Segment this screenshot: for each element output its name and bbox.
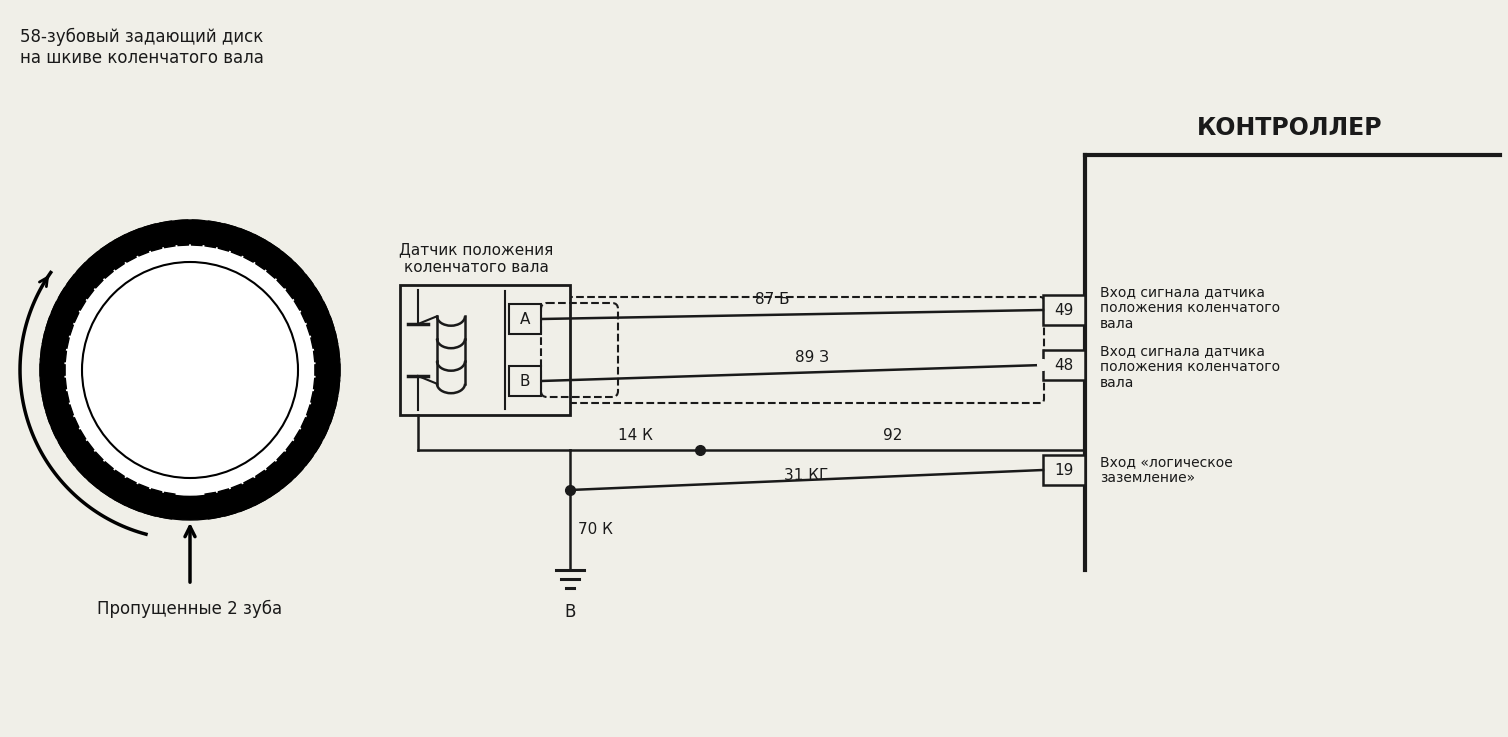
- Polygon shape: [315, 364, 339, 376]
- Polygon shape: [231, 484, 252, 511]
- Polygon shape: [160, 221, 175, 248]
- Circle shape: [41, 220, 339, 520]
- Text: 92: 92: [882, 428, 902, 443]
- Text: А: А: [520, 312, 531, 326]
- Bar: [510, 366, 541, 396]
- Bar: [510, 304, 541, 334]
- Text: 49: 49: [1054, 302, 1074, 318]
- Polygon shape: [205, 221, 220, 248]
- Bar: [400, 285, 570, 415]
- Text: Вход сигнала датчика
положения коленчатого
вала: Вход сигнала датчика положения коленчато…: [1099, 284, 1280, 331]
- Polygon shape: [160, 492, 175, 519]
- Polygon shape: [192, 220, 204, 245]
- Polygon shape: [314, 348, 339, 362]
- Polygon shape: [302, 301, 329, 322]
- Polygon shape: [294, 430, 321, 453]
- Text: 48: 48: [1054, 357, 1074, 372]
- Polygon shape: [294, 287, 321, 310]
- Polygon shape: [306, 316, 333, 335]
- Polygon shape: [47, 316, 74, 335]
- Text: 19: 19: [1054, 463, 1074, 478]
- Polygon shape: [143, 224, 161, 251]
- Polygon shape: [59, 430, 86, 453]
- Polygon shape: [277, 453, 303, 478]
- Polygon shape: [115, 478, 136, 506]
- Polygon shape: [41, 348, 66, 362]
- Polygon shape: [287, 441, 314, 466]
- Bar: [1044, 455, 1084, 485]
- Polygon shape: [66, 274, 93, 298]
- Polygon shape: [143, 489, 161, 516]
- Polygon shape: [101, 470, 124, 497]
- Polygon shape: [51, 418, 78, 439]
- Polygon shape: [41, 378, 66, 392]
- Polygon shape: [205, 492, 220, 519]
- Text: 89 З: 89 З: [795, 350, 829, 365]
- Circle shape: [81, 262, 299, 478]
- Polygon shape: [47, 405, 74, 424]
- Polygon shape: [176, 220, 188, 245]
- Text: КОНТРОЛЛЕР: КОНТРОЛЛЕР: [1197, 116, 1383, 140]
- Polygon shape: [244, 478, 265, 506]
- Bar: [1044, 350, 1084, 380]
- Polygon shape: [115, 234, 136, 262]
- Polygon shape: [101, 242, 124, 270]
- Polygon shape: [42, 332, 69, 348]
- Circle shape: [553, 595, 587, 629]
- Text: Вход сигнала датчика
положения коленчатого
вала: Вход сигнала датчика положения коленчато…: [1099, 343, 1280, 390]
- Polygon shape: [287, 274, 314, 298]
- Circle shape: [1038, 360, 1048, 370]
- Text: 87 Б: 87 Б: [754, 292, 789, 307]
- Polygon shape: [66, 441, 93, 466]
- Polygon shape: [77, 262, 103, 288]
- Polygon shape: [256, 242, 279, 270]
- Polygon shape: [219, 224, 237, 251]
- Polygon shape: [314, 378, 339, 392]
- Text: В: В: [564, 603, 576, 621]
- Polygon shape: [267, 252, 291, 278]
- Text: Пропущенные 2 зуба: Пропущенные 2 зуба: [98, 600, 282, 618]
- Text: В: В: [520, 374, 531, 388]
- Text: 58-зубовый задающий диск
на шкиве коленчатого вала: 58-зубовый задающий диск на шкиве коленч…: [20, 28, 264, 67]
- Text: Датчик положения
коленчатого вала: Датчик положения коленчатого вала: [400, 242, 553, 275]
- Polygon shape: [89, 462, 113, 488]
- Text: 31 КГ: 31 КГ: [784, 468, 828, 483]
- Polygon shape: [277, 262, 303, 288]
- Text: 70 К: 70 К: [578, 523, 612, 537]
- Polygon shape: [244, 234, 265, 262]
- Bar: [1044, 295, 1084, 325]
- Text: Вход «логическое
заземление»: Вход «логическое заземление»: [1099, 455, 1232, 485]
- Polygon shape: [311, 332, 338, 348]
- Polygon shape: [128, 484, 149, 511]
- Polygon shape: [267, 462, 291, 488]
- Polygon shape: [77, 453, 103, 478]
- Polygon shape: [41, 364, 65, 376]
- Polygon shape: [51, 301, 78, 322]
- Polygon shape: [231, 228, 252, 256]
- Polygon shape: [302, 418, 329, 439]
- Polygon shape: [311, 392, 338, 408]
- Text: 14 К: 14 К: [618, 428, 653, 443]
- Polygon shape: [219, 489, 237, 516]
- Polygon shape: [89, 252, 113, 278]
- Polygon shape: [59, 287, 86, 310]
- Polygon shape: [306, 405, 333, 424]
- Polygon shape: [256, 470, 279, 497]
- Polygon shape: [42, 392, 69, 408]
- Polygon shape: [128, 228, 149, 256]
- Circle shape: [65, 245, 315, 495]
